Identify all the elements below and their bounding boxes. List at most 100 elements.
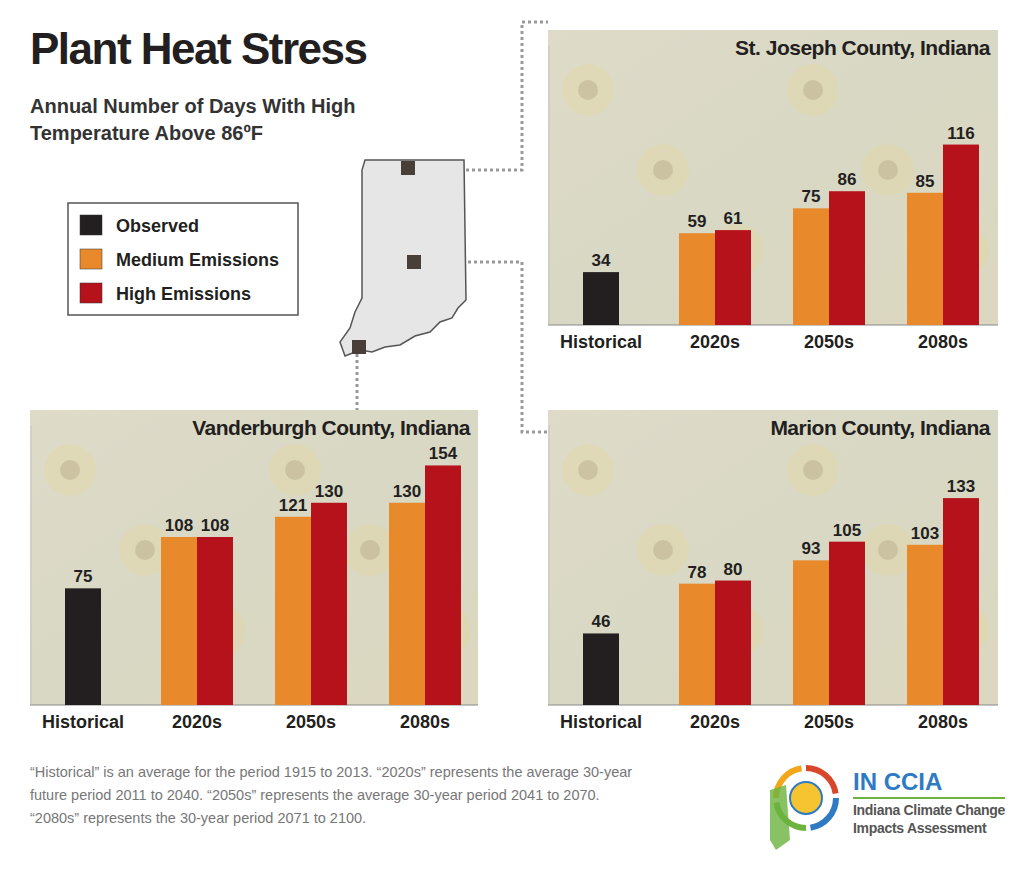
data-label: 80 (724, 560, 743, 579)
panel-background (548, 410, 998, 705)
data-label: 75 (802, 187, 821, 206)
background-flower-center (653, 160, 673, 180)
logo: IN CCIAIndiana Climate ChangeImpacts Ass… (770, 768, 1006, 850)
data-label: 130 (315, 482, 343, 501)
bar: High Emissions (715, 230, 751, 325)
subtitle-line: Annual Number of Days With High (30, 95, 355, 117)
bar: Medium Emissions (679, 233, 715, 325)
background-flower-center (803, 460, 823, 480)
background-flower (862, 524, 914, 576)
data-label: 61 (724, 209, 743, 228)
bar: Medium Emissions (907, 545, 943, 705)
category-label: Historical (560, 712, 642, 732)
logo-rule (853, 797, 1005, 799)
map (340, 22, 552, 432)
data-label: 86 (838, 170, 857, 189)
data-label: 105 (833, 521, 861, 540)
data-label: 75 (74, 567, 93, 586)
legend: ObservedMedium EmissionsHigh Emissions (68, 203, 298, 315)
background-flower (562, 444, 614, 496)
chart-title: Vanderburgh County, Indiana (192, 416, 471, 439)
y-axis-line (549, 45, 550, 325)
background-flower (562, 64, 614, 116)
category-label: 2020s (690, 332, 740, 352)
bars: ObservedMedium EmissionsHigh EmissionsMe… (65, 465, 461, 705)
background-flower-center (60, 460, 80, 480)
category-label: Historical (560, 332, 642, 352)
background-flower (344, 524, 396, 576)
bar: High Emissions (829, 191, 865, 325)
bar: Medium Emissions (275, 517, 311, 705)
bars: ObservedMedium EmissionsHigh EmissionsMe… (583, 498, 979, 705)
bar: High Emissions (311, 503, 347, 705)
county-marker (401, 161, 415, 175)
data-label: 103 (911, 524, 939, 543)
data-labels: 345961758685116 (592, 124, 975, 271)
data-label: 46 (592, 612, 611, 631)
category-label: 2050s (804, 712, 854, 732)
legend-label: Observed (116, 216, 199, 236)
data-labels: 75108108121130130154 (74, 444, 458, 586)
state-outline (340, 160, 466, 356)
data-label: 108 (201, 516, 229, 535)
logo-line: Indiana Climate Change (853, 802, 1006, 818)
bar: Medium Emissions (907, 193, 943, 325)
background-flower-center (578, 460, 598, 480)
category-label: Historical (42, 712, 124, 732)
footnote-line: “Historical” is an average for the perio… (30, 764, 632, 780)
data-labels: 46788093105103133 (592, 477, 976, 631)
data-label: 59 (688, 212, 707, 231)
county-marker (352, 340, 366, 354)
data-label: 78 (688, 563, 707, 582)
category-label: 2020s (690, 712, 740, 732)
background-flower-center (578, 80, 598, 100)
category-label: 2080s (400, 712, 450, 732)
chart-title: Marion County, Indiana (770, 416, 990, 439)
background-flower (637, 524, 689, 576)
bar: High Emissions (943, 145, 979, 325)
background-flower-center (878, 540, 898, 560)
legend-label: Medium Emissions (116, 250, 279, 270)
bar: High Emissions (943, 498, 979, 705)
chart-panel: Marion County, Indiana ObservedMedium Emi… (548, 410, 998, 732)
background-flower (637, 144, 689, 196)
category-label: 2020s (172, 712, 222, 732)
canvas: Plant Heat StressAnnual Number of Days W… (0, 0, 1024, 874)
bar: Medium Emissions (793, 560, 829, 705)
data-label: 93 (802, 539, 821, 558)
background-flower (269, 444, 321, 496)
background-flower (862, 144, 914, 196)
bar: High Emissions (829, 542, 865, 705)
legend-swatch (80, 283, 102, 303)
bar: Observed (583, 272, 619, 325)
category-label: 2080s (918, 712, 968, 732)
background-flower-center (360, 540, 380, 560)
data-label: 154 (429, 444, 458, 463)
chart-title: St. Joseph County, Indiana (735, 36, 991, 59)
chart-panel: Vanderburgh County, Indiana Observed Mediu… (30, 410, 478, 732)
connector-line (418, 22, 548, 170)
legend-swatch (80, 215, 102, 235)
background-flower-center (285, 460, 305, 480)
bars: ObservedMedium EmissionsHigh EmissionsMe… (583, 145, 979, 325)
bar: Observed (65, 588, 101, 705)
background-flower (787, 64, 839, 116)
category-label: 2080s (918, 332, 968, 352)
data-label: 85 (916, 172, 935, 191)
logo-sun (790, 782, 822, 814)
background-flower-center (653, 540, 673, 560)
footnote-line: “2080s” represents the 30-year period 20… (30, 810, 366, 826)
bar: High Emissions (425, 465, 461, 705)
background-flower (787, 444, 839, 496)
category-label: 2050s (286, 712, 336, 732)
connector-line (356, 354, 359, 410)
data-label: 34 (592, 251, 611, 270)
bar: Medium Emissions (161, 537, 197, 705)
data-label: 108 (165, 516, 193, 535)
background-flower (44, 444, 96, 496)
bar: Medium Emissions (389, 503, 425, 705)
logo-state (770, 785, 790, 850)
legend-swatch (80, 249, 102, 269)
bar: High Emissions (715, 581, 751, 705)
subtitle-line: Temperature Above 86ºF (30, 122, 263, 144)
